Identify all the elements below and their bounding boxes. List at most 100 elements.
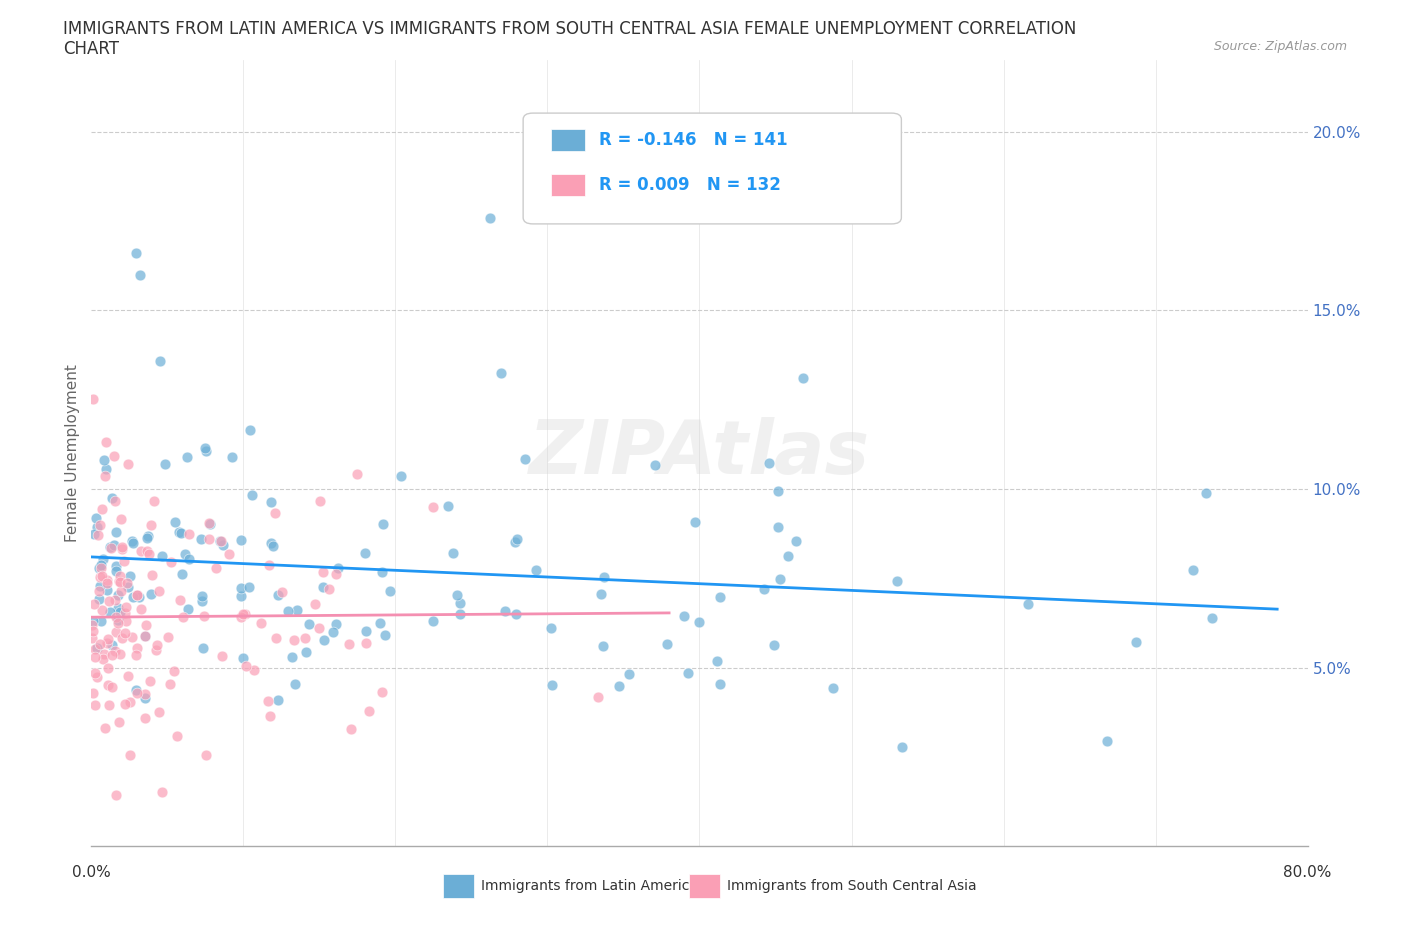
Point [339,722,361,737]
Point [96,576,118,591]
Point [138,547,160,562]
Point [98,604,121,619]
Point [264,631,287,645]
Point [93,453,115,468]
Point [82,624,104,639]
Point [1201,610,1223,625]
Point [271,585,294,600]
Point [87,561,110,576]
Point [139,518,162,533]
Point [792,371,814,386]
Point [146,638,169,653]
Point [89,569,111,584]
Point [110,583,132,598]
Point [82,614,104,629]
Point [198,515,221,530]
Point [437,498,460,513]
Point [90,603,112,618]
Text: Source: ZipAtlas.com: Source: ZipAtlas.com [1213,40,1347,53]
Point [262,538,284,553]
Point [134,691,156,706]
Point [339,636,361,651]
FancyBboxPatch shape [551,175,585,196]
Point [371,565,394,579]
Point [308,494,330,509]
Point [267,588,290,603]
Point [107,612,129,627]
Point [125,685,148,700]
Point [346,467,368,482]
Point [294,631,316,645]
Point [104,493,127,508]
Point [84,511,107,525]
FancyBboxPatch shape [523,113,901,224]
Point [763,637,786,652]
Point [160,554,183,569]
Point [120,748,142,763]
Point [129,544,152,559]
Point [209,533,232,548]
Point [240,487,263,502]
Point [198,517,221,532]
Point [312,632,335,647]
Point [194,748,217,763]
Point [368,616,391,631]
FancyBboxPatch shape [551,129,585,151]
Point [441,545,464,560]
Point [134,686,156,701]
Point [391,469,413,484]
Point [446,587,468,602]
Point [218,547,240,562]
Point [205,561,228,576]
Point [891,740,914,755]
Text: R = -0.146   N = 141: R = -0.146 N = 141 [599,131,787,149]
Text: IMMIGRANTS FROM LATIN AMERICA VS IMMIGRANTS FROM SOUTH CENTRAL ASIA FEMALE UNEMP: IMMIGRANTS FROM LATIN AMERICA VS IMMIGRA… [63,20,1077,38]
Point [118,694,141,709]
Point [110,647,132,662]
Point [163,515,186,530]
Point [90,558,112,573]
Point [683,515,706,530]
Point [886,574,908,589]
Point [108,568,131,583]
Point [1125,634,1147,649]
Point [312,579,335,594]
Point [155,457,177,472]
Point [709,676,731,691]
Text: ZIPAtlas: ZIPAtlas [529,417,870,490]
Point [505,607,527,622]
Point [107,601,129,616]
Point [150,549,173,564]
Point [1017,596,1039,611]
Point [285,603,308,618]
Point [104,592,127,607]
Point [82,392,104,406]
Point [96,572,118,587]
Point [589,587,612,602]
Text: Immigrants from South Central Asia: Immigrants from South Central Asia [727,879,977,894]
Point [129,268,152,283]
Point [150,784,173,799]
Point [592,569,614,584]
Point [136,544,159,559]
Point [100,540,122,555]
Point [157,630,180,644]
Point [148,583,170,598]
Point [135,618,157,632]
Point [688,615,710,630]
Point [93,647,115,662]
Point [259,557,281,572]
Point [103,449,125,464]
Point [139,673,162,688]
Point [308,621,330,636]
Point [231,589,253,604]
Point [96,583,118,598]
Point [260,494,283,509]
Point [298,617,321,631]
Point [124,683,146,698]
Point [229,610,252,625]
Point [122,536,145,551]
Point [91,551,114,566]
Point [1095,733,1118,748]
Point [107,588,129,603]
